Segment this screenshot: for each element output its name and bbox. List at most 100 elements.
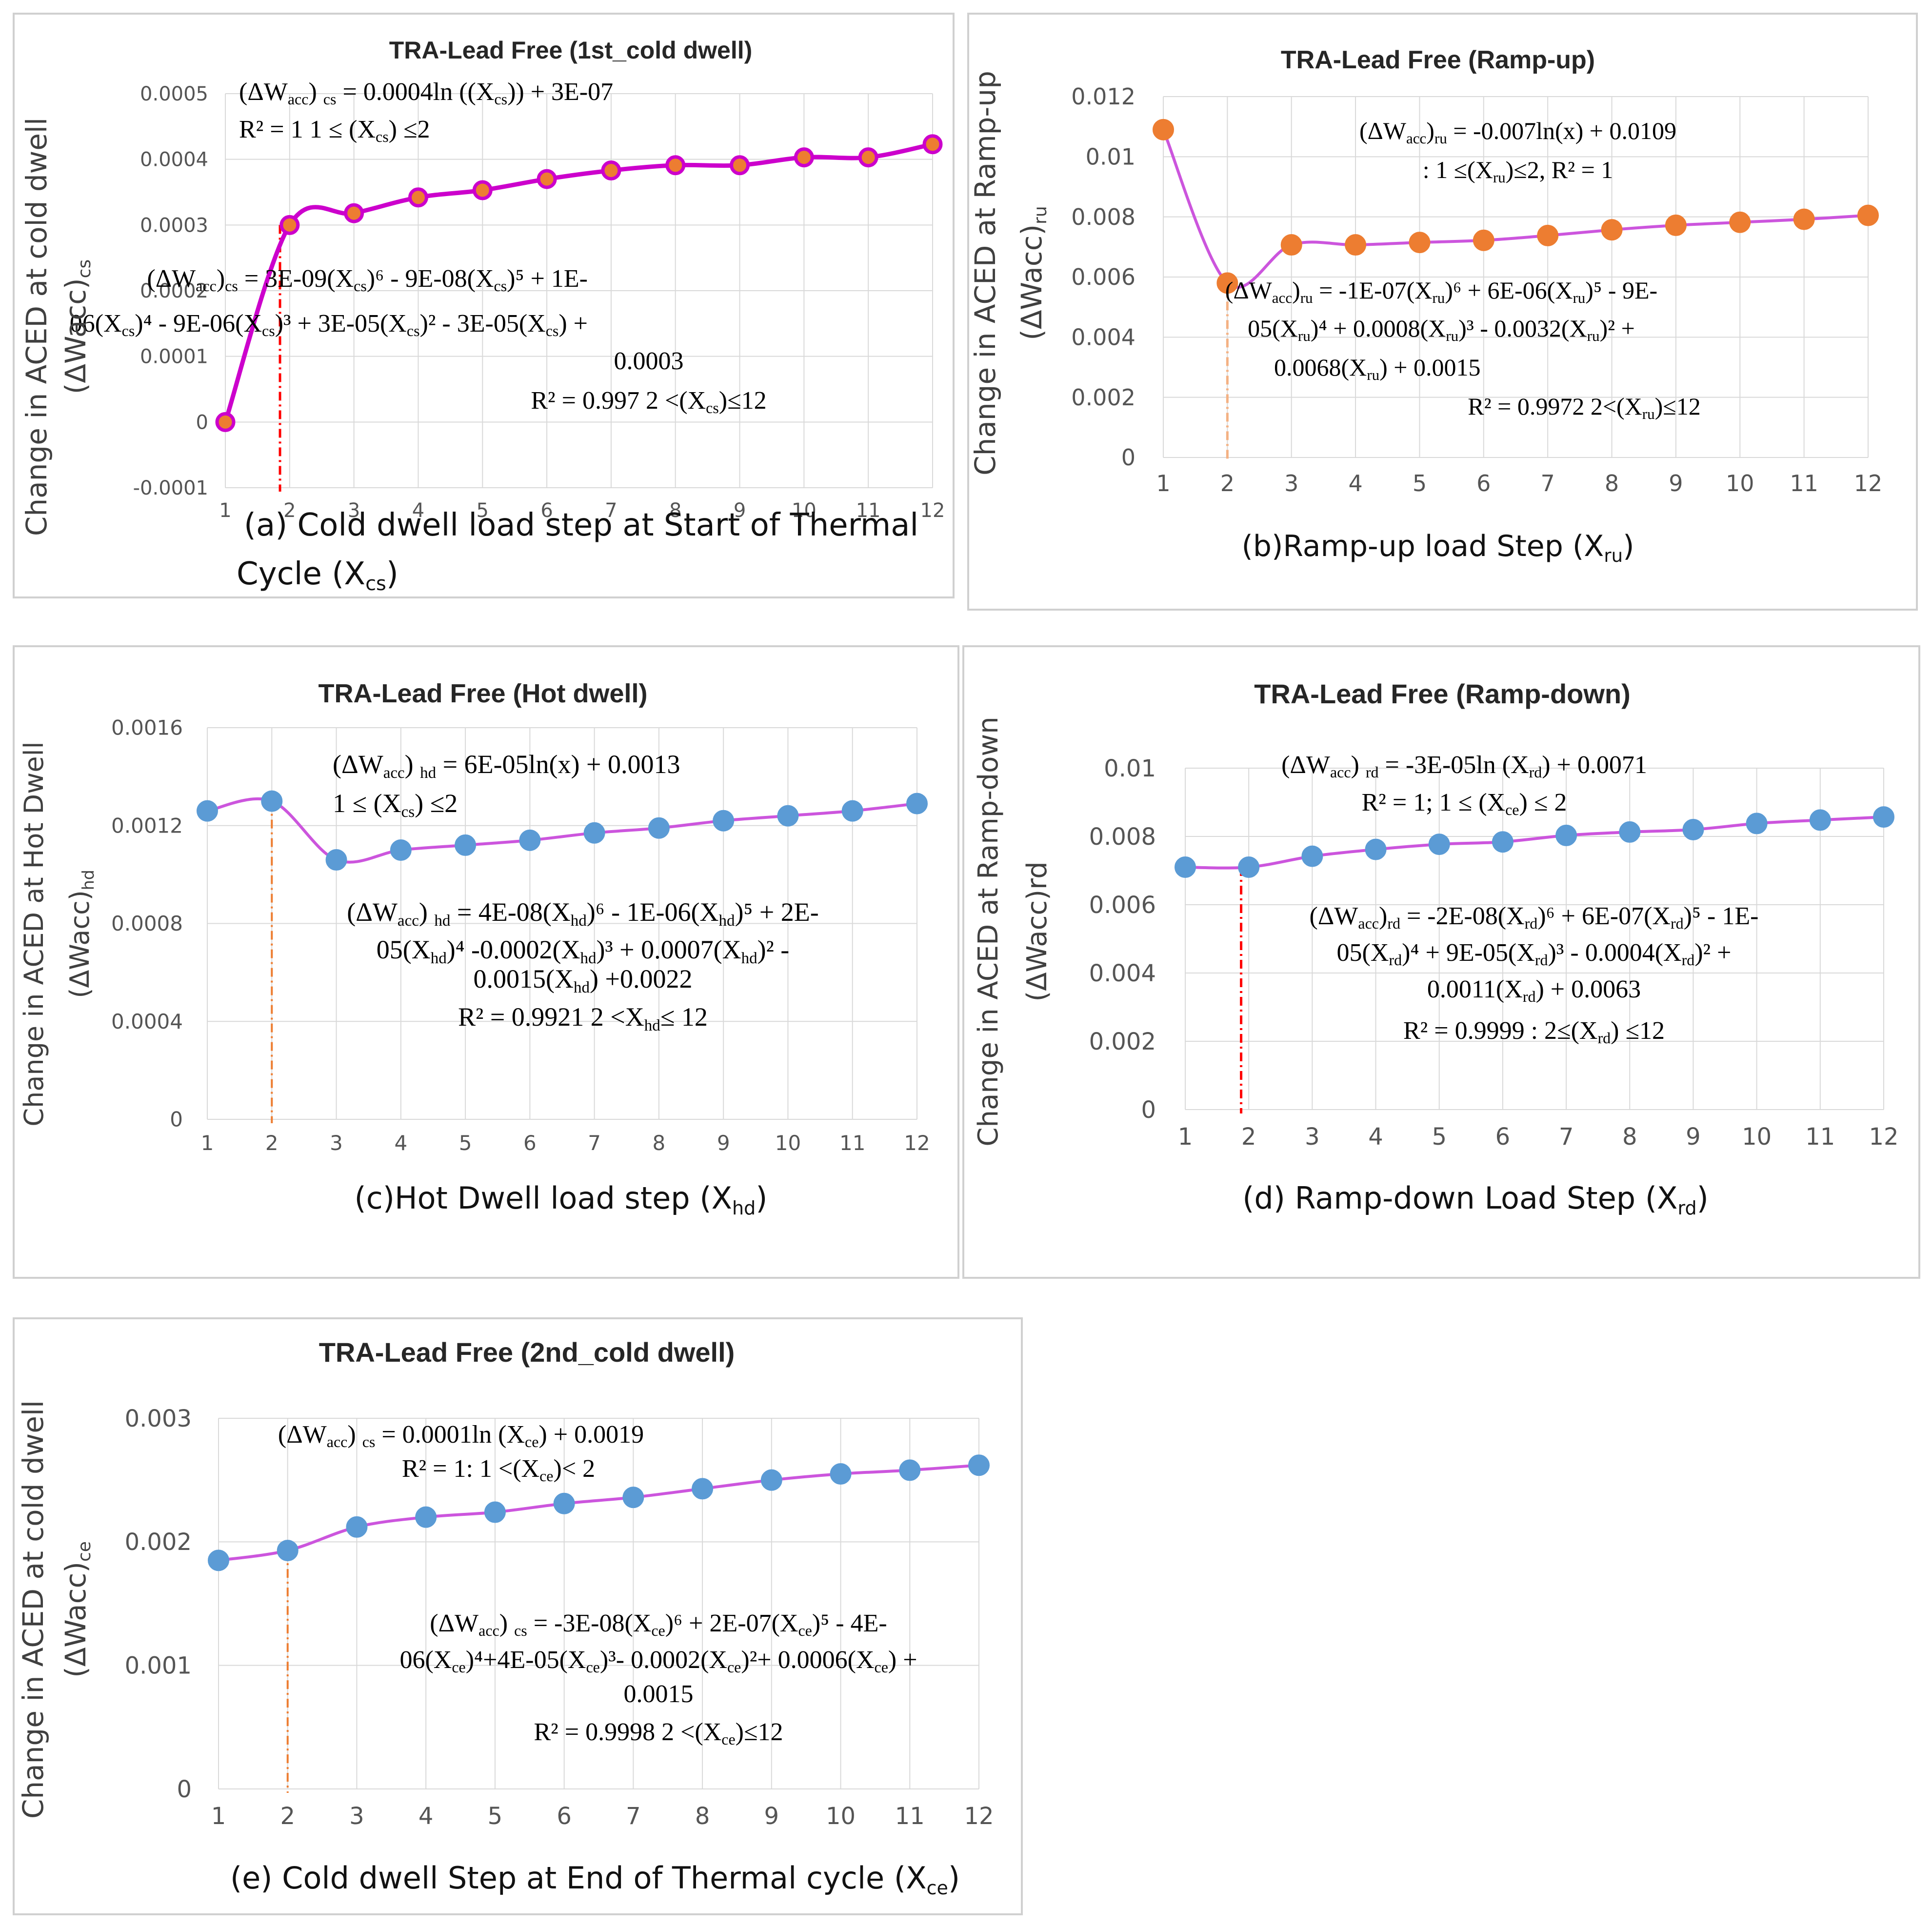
data-point (794, 147, 814, 168)
x-tick-label: 1 (211, 1803, 226, 1830)
x-tick-label: 11 (856, 499, 881, 522)
x-tick-label: 11 (895, 1803, 925, 1830)
x-tick-label: 5 (1432, 1123, 1447, 1151)
x-axis-label: (b)Ramp-up load Step (Xru) (1241, 529, 1634, 566)
data-point (197, 800, 218, 822)
trendline-equation: (ΔWacc​) cs​ = -3E-08(Xce​)⁶ + 2E-07(Xce… (430, 1609, 887, 1639)
trendline-equation: R² = 0.997 2 <(Xcs​)≤12 (531, 387, 766, 417)
data-point (858, 147, 878, 168)
data-point (408, 187, 428, 208)
x-tick-label: 4 (1348, 470, 1362, 496)
data-point (208, 1549, 229, 1571)
data-point (1428, 834, 1450, 855)
x-tick-label: 9 (1686, 1123, 1701, 1151)
trendline-equation: 05(Xru​)⁴ + 0.0008(Xru​)³ - 0.0032(Xru​)… (1248, 315, 1635, 344)
x-tick-label: 6 (1495, 1123, 1511, 1151)
data-point (1619, 821, 1641, 843)
x-tick-label: 2 (265, 1131, 279, 1155)
x-tick-label: 11 (1790, 470, 1818, 496)
x-tick-label: 8 (1622, 1123, 1637, 1151)
x-tick-label: 12 (1854, 470, 1883, 496)
data-point (760, 1469, 782, 1491)
x-tick-label: 11 (1805, 1123, 1835, 1151)
x-tick-label: 6 (1476, 470, 1491, 496)
x-tick-label: 3 (348, 499, 360, 522)
y-tick-label: 0.0003 (140, 214, 208, 237)
data-point (1365, 838, 1387, 860)
y-tick-label: 0 (196, 411, 208, 434)
trendline-equation: R² = 0.9999 : 2≤(Xrd​) ≤12 (1403, 1017, 1665, 1047)
trendline-equation: 05(Xhd​)⁴ -0.0002(Xhd​)³ + 0.0007(Xhd​)²… (377, 935, 790, 967)
trendline-equation: (ΔWacc​)ru​ = -0.007ln(x) + 0.0109 (1359, 117, 1676, 147)
y-axis-label: Change in ACED at cold dwell (20, 118, 53, 536)
data-point (648, 817, 670, 839)
data-point (1175, 856, 1196, 878)
y-axis-label-symbol: (ΔWacc)ru (1015, 206, 1051, 340)
y-axis-label: Change in ACED at cold dwell (17, 1400, 50, 1819)
data-point (730, 155, 750, 176)
x-tick-label: 10 (775, 1131, 801, 1155)
trendline-equation: (ΔWacc​)rd​ = -2E-08(Xrd​)⁶ + 6E-07(Xrd​… (1310, 902, 1759, 932)
x-tick-label: 5 (459, 1131, 472, 1155)
y-axis-label-symbol: (ΔWacc)cs (59, 259, 95, 394)
chart-title: TRA-Lead Free (2nd_cold dwell) (319, 1337, 735, 1368)
data-point (1153, 119, 1174, 140)
data-point (1809, 809, 1831, 831)
panel-frame (13, 645, 959, 1279)
data-point (692, 1478, 714, 1500)
x-tick-label: 6 (523, 1131, 537, 1155)
y-tick-label: 0.004 (1071, 324, 1135, 350)
data-point (1665, 214, 1687, 236)
x-axis-label: (a) Cold dwell load step at Start of The… (244, 507, 918, 543)
trendline-equation: R² = 1 1 ≤ (Xcs​) ≤2 (239, 116, 430, 145)
trendline-equation: 0.0015(Xhd​) +0.0022 (474, 964, 693, 996)
trendline-equation: (ΔWacc​)ru​ = -1E-07(Xru​)⁶ + 6E-06(Xru​… (1225, 277, 1657, 306)
y-tick-label: 0.01 (1104, 755, 1156, 782)
chart-title: TRA-Lead Free (1st_cold dwell) (389, 37, 753, 64)
chart-title: TRA-Lead Free (Ramp-down) (1254, 678, 1631, 709)
x-tick-label: 7 (1541, 470, 1555, 496)
trendline-equation: R² = 0.9998 2 <(Xce​)≤12 (534, 1718, 783, 1748)
x-tick-label: 10 (1726, 470, 1754, 496)
data-point (261, 790, 283, 812)
x-tick-label: 6 (557, 1803, 572, 1830)
x-tick-label: 3 (349, 1803, 364, 1830)
y-tick-label: 0 (1121, 444, 1135, 471)
data-point (713, 810, 735, 832)
y-tick-label: 0 (177, 1776, 192, 1803)
trendline-equation: R² = 1; 1 ≤ (Xce​) ≤ 2 (1362, 789, 1567, 818)
trendline-equation: 06(Xce​)⁴+4E-05(Xce​)³- 0.0002(Xce​)²+ 0… (399, 1646, 917, 1676)
y-axis-label: Change in ACED at Ramp-down (973, 716, 1004, 1146)
data-point (622, 1487, 644, 1509)
data-point (390, 839, 412, 861)
x-axis-label: (e) Cold dwell Step at End of Thermal cy… (230, 1860, 960, 1899)
data-point (1492, 831, 1514, 853)
data-point (277, 1540, 299, 1562)
data-point (472, 180, 493, 200)
trendline-equation: 06(Xcs​)⁴ - 9E-06(Xcs​)³ + 3E-05(Xcs​)² … (70, 310, 588, 339)
data-point (1537, 224, 1559, 246)
y-tick-label: 0.008 (1089, 823, 1156, 851)
y-axis-label-symbol: (ΔWacc)ce (59, 1541, 95, 1678)
y-tick-label: 0 (1141, 1096, 1156, 1124)
y-tick-label: 0.001 (125, 1652, 192, 1679)
panel-frame (967, 13, 1918, 611)
x-tick-label: 12 (904, 1131, 930, 1155)
x-tick-label: 10 (826, 1803, 856, 1830)
x-tick-label: 7 (1559, 1123, 1574, 1151)
x-tick-label: 1 (1178, 1123, 1193, 1151)
x-tick-label: 9 (1669, 470, 1683, 496)
panel-frame (962, 645, 1920, 1279)
trendline-equation: 0.0011(Xrd​) + 0.0063 (1427, 975, 1641, 1005)
x-tick-label: 5 (1413, 470, 1427, 496)
data-point (1857, 204, 1879, 226)
y-tick-label: 0.0001 (140, 346, 208, 368)
y-tick-label: 0.0005 (140, 83, 208, 105)
y-tick-label: 0.003 (125, 1405, 192, 1432)
data-point (484, 1501, 506, 1523)
x-tick-label: 2 (1220, 470, 1235, 496)
trendline-equation: 0.0003 (614, 347, 684, 375)
